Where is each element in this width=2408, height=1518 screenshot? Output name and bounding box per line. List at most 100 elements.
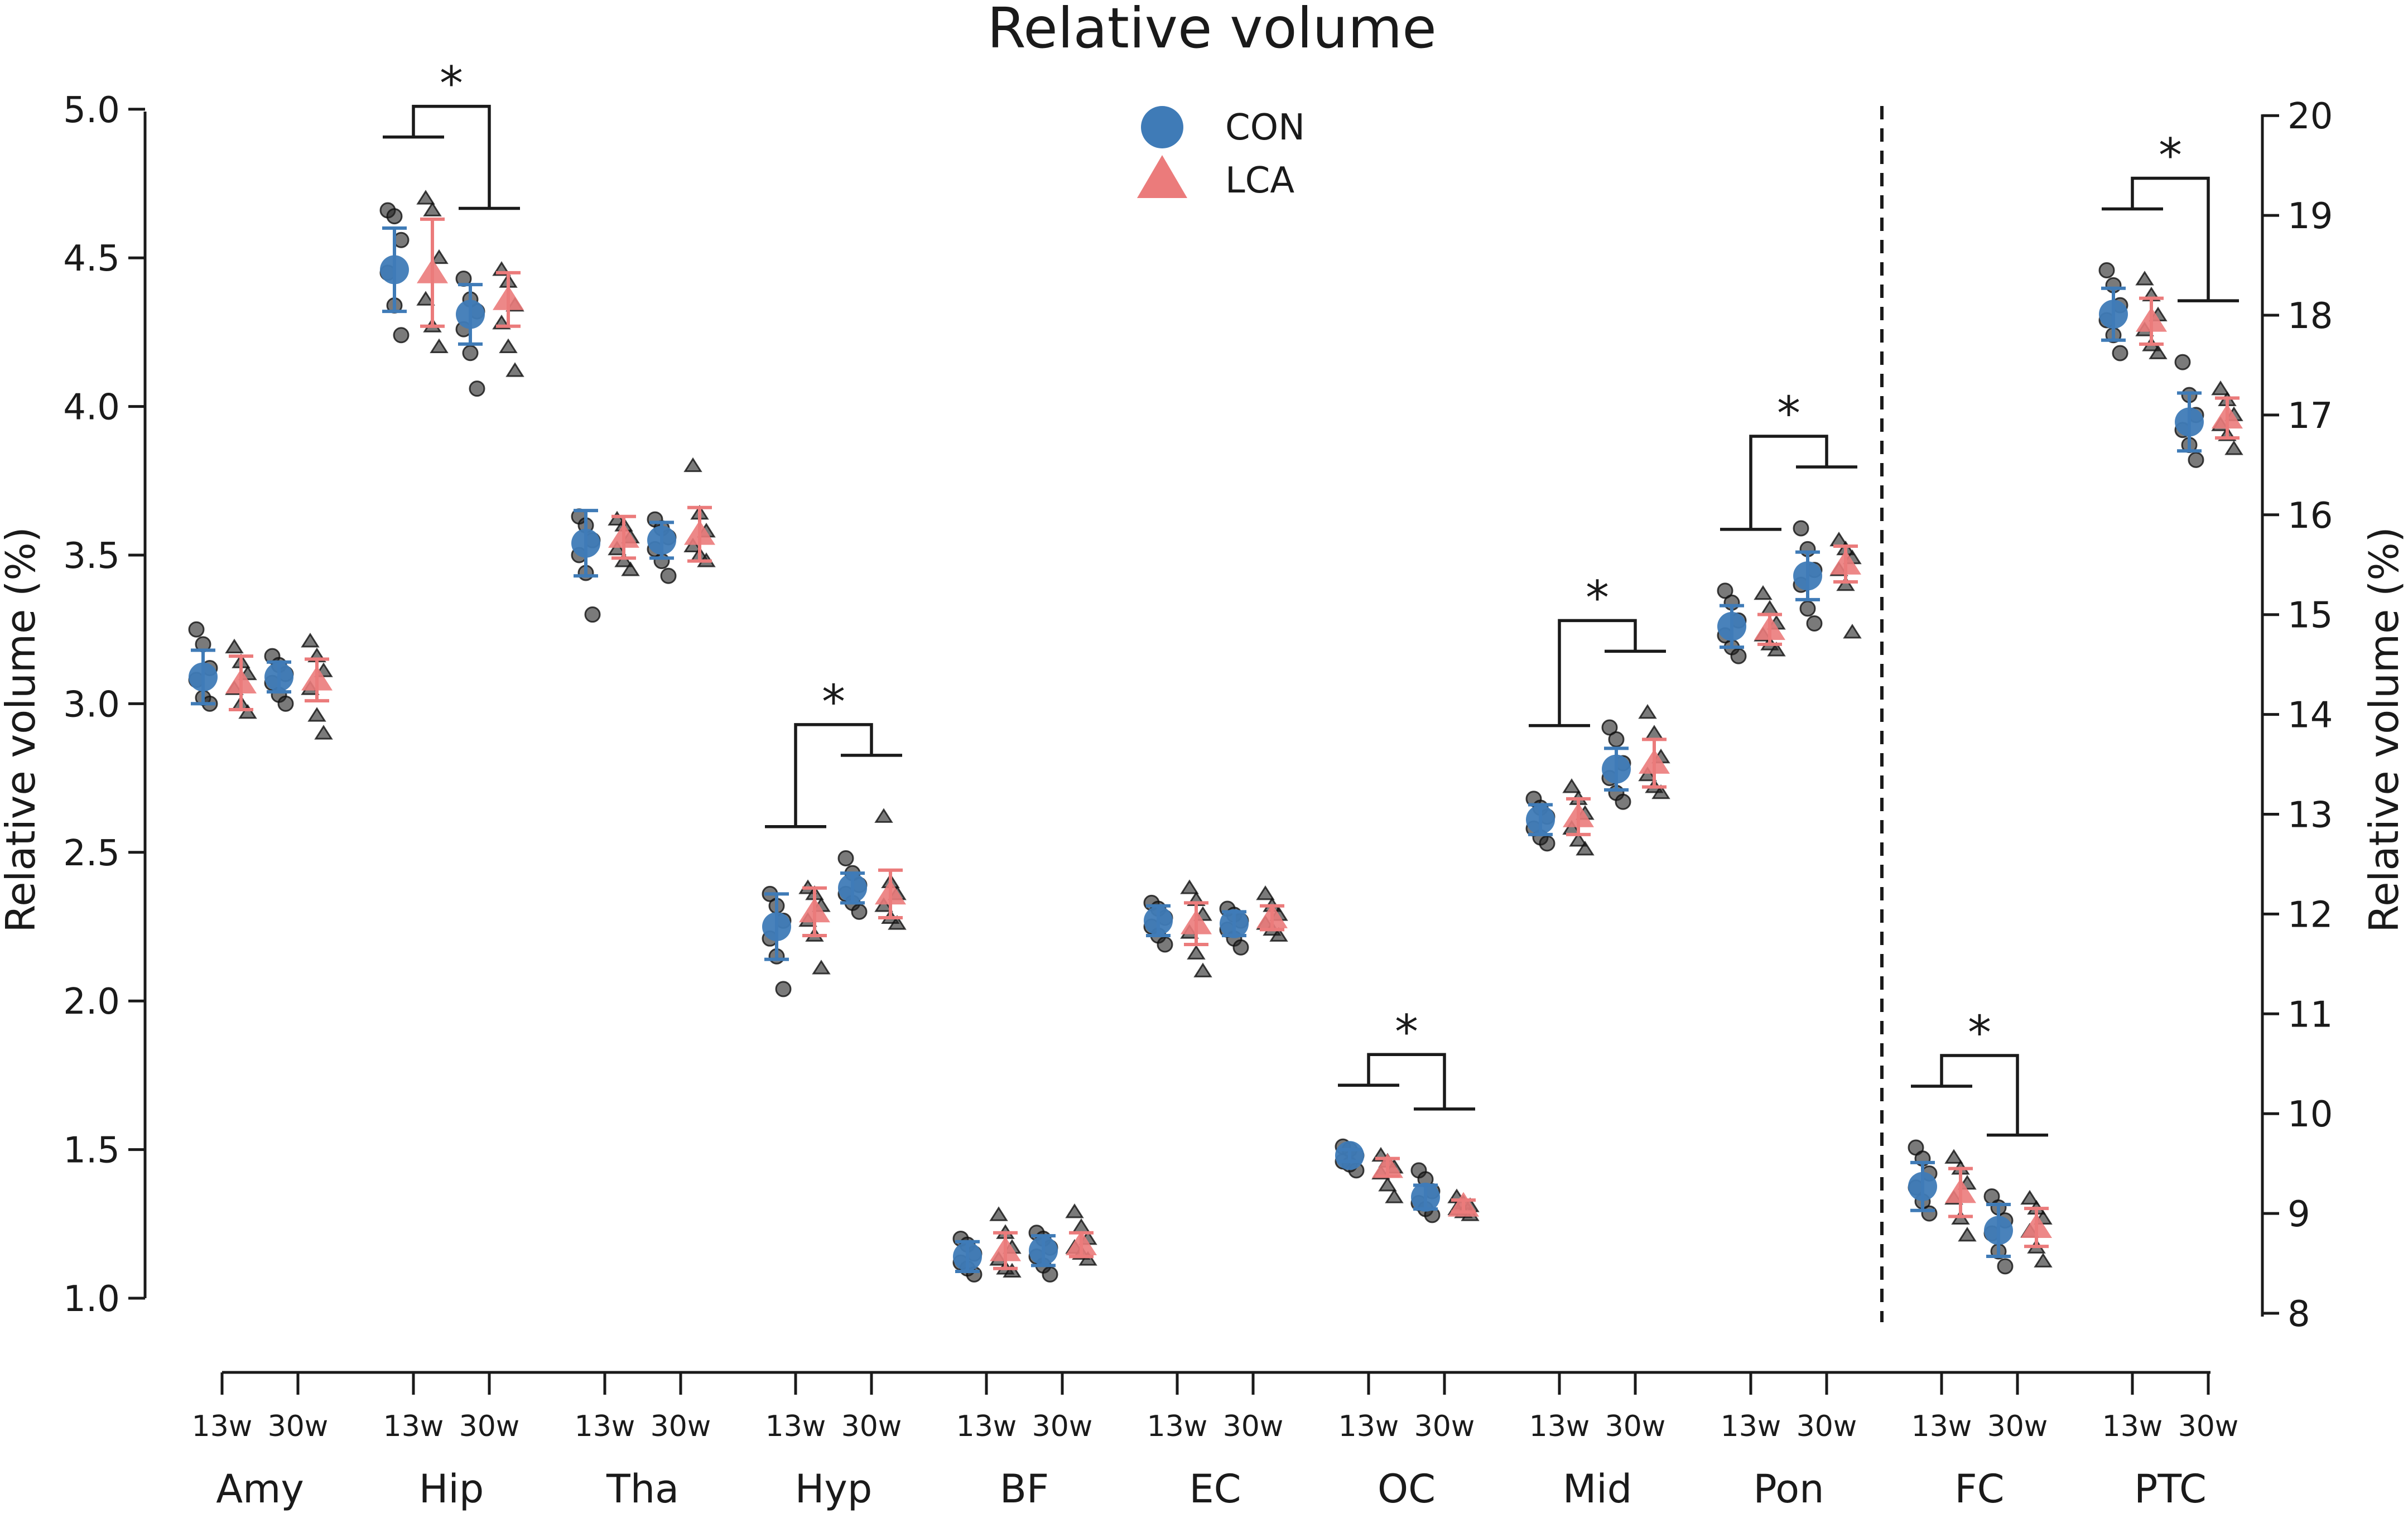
x-tick-label-13w: 13w xyxy=(2102,1410,2163,1443)
lca-sample-point xyxy=(1569,832,1588,847)
lca-mean-marker xyxy=(493,285,524,310)
lca-sample-point xyxy=(1576,841,1595,856)
con-mean-marker xyxy=(1220,909,1249,938)
con-sample-point xyxy=(462,345,479,362)
region-label-amy: Amy xyxy=(216,1466,304,1512)
con-sample-point xyxy=(1799,600,1816,617)
lca-mean-marker xyxy=(1945,1178,1976,1203)
lca-sample-point xyxy=(1072,1218,1091,1233)
lca-sample-point xyxy=(225,638,244,654)
con-mean-marker xyxy=(1144,906,1173,936)
con-sample-point xyxy=(469,380,485,397)
y-tick-label-right: 19 xyxy=(2287,196,2333,237)
lca-sample-point xyxy=(614,552,633,567)
x-tick-label-13w: 13w xyxy=(956,1410,1017,1443)
con-sample-point xyxy=(393,327,410,344)
lca-sample-point xyxy=(683,457,702,473)
con-mean-marker xyxy=(1029,1236,1058,1265)
lca-mean-marker xyxy=(1372,1153,1403,1178)
significance-bracket xyxy=(2131,176,2210,301)
con-sample-point xyxy=(2174,354,2191,370)
con-mean-marker xyxy=(1602,754,1631,784)
significance-star: * xyxy=(1777,386,1800,441)
lca-sample-point xyxy=(1638,703,1657,719)
x-tick-label-30w: 30w xyxy=(1032,1410,1093,1443)
legend-lca-marker xyxy=(1137,155,1187,198)
lca-sample-point xyxy=(2224,440,2243,455)
region-label-tha: Tha xyxy=(606,1466,679,1512)
con-sample-point xyxy=(1806,615,1823,632)
con-sample-point xyxy=(851,903,868,920)
lca-mean-marker xyxy=(1563,802,1594,827)
significance-star: * xyxy=(1586,570,1609,625)
con-mean-marker xyxy=(762,912,791,941)
x-tick-label-30w: 30w xyxy=(651,1410,711,1443)
lca-sample-point xyxy=(1065,1203,1084,1218)
lca-sample-point xyxy=(2135,271,2154,286)
lca-sample-point xyxy=(2149,344,2168,359)
x-tick-label-30w: 30w xyxy=(459,1410,520,1443)
lca-mean-marker xyxy=(417,258,448,283)
lca-mean-marker xyxy=(1830,550,1861,575)
lca-sample-point xyxy=(1645,725,1664,740)
y-tick-label-left: 3.5 xyxy=(63,536,120,577)
lca-sample-point xyxy=(621,561,640,576)
lca-sample-point xyxy=(505,362,524,377)
lca-sample-point xyxy=(1078,1251,1097,1266)
significance-star: * xyxy=(822,674,845,729)
lca-sample-point xyxy=(1958,1227,1977,1242)
y-tick-label-left: 3.0 xyxy=(63,684,120,725)
lca-sample-point xyxy=(1754,585,1773,600)
significance-star: * xyxy=(1395,1004,1418,1059)
lca-sample-point xyxy=(888,915,907,930)
con-mean-marker xyxy=(456,300,485,329)
x-tick-label-13w: 13w xyxy=(1529,1410,1590,1443)
legend-lca-label: LCA xyxy=(1225,160,1294,201)
y-tick-label-left: 5.0 xyxy=(63,90,120,131)
lca-sample-point xyxy=(1003,1262,1022,1278)
x-tick-label-30w: 30w xyxy=(1987,1410,2048,1443)
lca-mean-marker xyxy=(2212,404,2243,429)
lca-mean-marker xyxy=(1066,1230,1097,1255)
lca-sample-point xyxy=(1562,778,1581,793)
lca-mean-marker xyxy=(1448,1192,1479,1217)
lca-sample-point xyxy=(1836,576,1855,591)
chart-title: Relative volume xyxy=(987,0,1437,61)
con-mean-marker xyxy=(571,528,600,558)
region-label-mid: Mid xyxy=(1563,1466,1632,1512)
lca-sample-point xyxy=(874,808,893,823)
x-tick-label-30w: 30w xyxy=(1797,1410,1857,1443)
lca-sample-point xyxy=(430,249,449,264)
lca-sample-point xyxy=(1378,1177,1397,1192)
con-mean-marker xyxy=(1717,611,1746,641)
x-tick-label-30w: 30w xyxy=(268,1410,329,1443)
lca-mean-marker xyxy=(301,666,333,691)
con-sample-point xyxy=(188,621,205,638)
lca-sample-point xyxy=(1651,784,1670,799)
lca-sample-point xyxy=(989,1206,1008,1221)
region-label-ptc: PTC xyxy=(2134,1466,2207,1512)
lca-sample-point xyxy=(1187,944,1206,960)
lca-mean-marker xyxy=(1256,903,1288,928)
con-sample-point xyxy=(1615,793,1631,810)
region-label-ec: EC xyxy=(1189,1466,1241,1512)
significance-bracket xyxy=(1940,1054,2019,1135)
y-axis-label-left: Relative volume (%) xyxy=(0,527,44,932)
region-label-pon: Pon xyxy=(1754,1466,1824,1512)
con-sample-point xyxy=(277,695,294,712)
con-mean-marker xyxy=(1908,1172,1937,1201)
lca-sample-point xyxy=(1638,766,1657,782)
significance-star: * xyxy=(440,56,463,111)
y-tick-label-right: 12 xyxy=(2287,894,2333,936)
lca-sample-point xyxy=(423,201,442,216)
x-tick-label-30w: 30w xyxy=(1223,1410,1284,1443)
lca-sample-point xyxy=(1256,885,1275,900)
y-tick-label-right: 16 xyxy=(2287,495,2333,537)
con-sample-point xyxy=(1793,520,1809,537)
y-tick-label-left: 4.5 xyxy=(63,238,120,279)
con-sample-point xyxy=(775,981,792,997)
significance-bracket xyxy=(794,723,873,827)
con-sample-point xyxy=(1539,835,1555,852)
